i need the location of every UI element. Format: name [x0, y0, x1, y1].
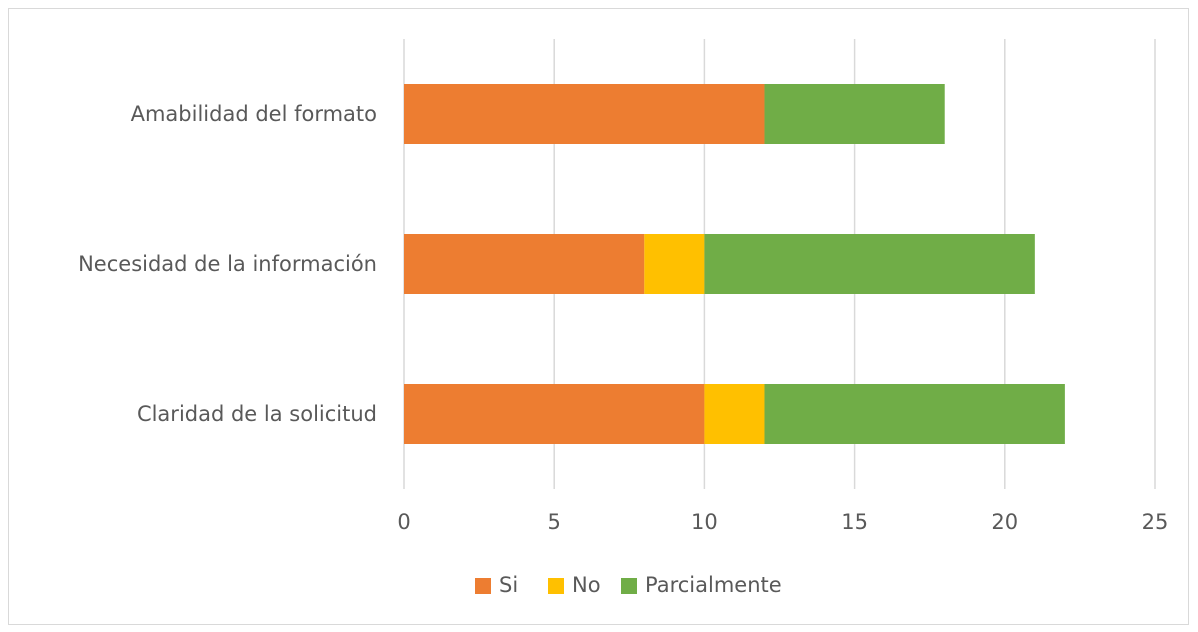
x-tick-label: 15: [841, 510, 868, 534]
legend-label-parcialmente: Parcialmente: [645, 573, 782, 597]
legend-label-si: Si: [499, 573, 518, 597]
category-label: Amabilidad del formato: [131, 102, 377, 126]
bar-parcialmente-2: [764, 84, 945, 144]
stacked-bar-chart: Claridad de la solicitud Necesidad de la …: [78, 39, 1168, 597]
bar-si-0: [404, 384, 705, 444]
category-labels: Claridad de la solicitud Necesidad de la …: [78, 102, 377, 426]
legend-swatch-no: [548, 578, 564, 594]
x-tick-label: 20: [991, 510, 1018, 534]
x-tick-label: 10: [691, 510, 718, 534]
bar-no-1: [644, 234, 705, 294]
bar-no-0: [704, 384, 765, 444]
category-label: Claridad de la solicitud: [137, 402, 377, 426]
x-axis-tick-labels: 0 5 10 15 20 25: [397, 510, 1168, 534]
bar-parcialmente-1: [704, 234, 1035, 294]
x-tick-label: 5: [548, 510, 561, 534]
legend-swatch-parcialmente: [621, 578, 637, 594]
x-tick-label: 25: [1142, 510, 1169, 534]
bars: [404, 84, 1065, 444]
x-tick-label: 0: [397, 510, 410, 534]
chart-frame: Claridad de la solicitud Necesidad de la …: [8, 8, 1189, 625]
bar-si-1: [404, 234, 645, 294]
legend-label-no: No: [572, 573, 601, 597]
legend: Si No Parcialmente: [475, 573, 782, 597]
legend-swatch-si: [475, 578, 491, 594]
category-label: Necesidad de la información: [78, 252, 377, 276]
bar-parcialmente-0: [764, 384, 1065, 444]
bar-si-2: [404, 84, 765, 144]
